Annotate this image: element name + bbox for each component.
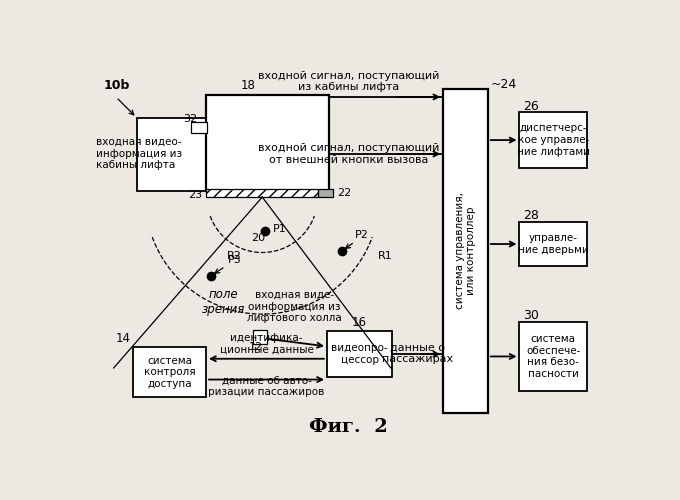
Text: R1: R1 [378, 250, 392, 260]
Bar [133, 347, 206, 398]
Text: P1: P1 [273, 224, 287, 234]
Text: входной сигнал, поступающий
из кабины лифта: входной сигнал, поступающий из кабины ли… [258, 71, 439, 92]
Text: поле
зрения: поле зрения [202, 288, 245, 316]
Text: 10b: 10b [103, 80, 130, 92]
Text: данные об авто-
ризации пассажиров: данные об авто- ризации пассажиров [208, 376, 324, 398]
Text: 26: 26 [524, 100, 539, 113]
Bar [327, 331, 392, 377]
Text: видеопро-
цессор: видеопро- цессор [331, 344, 388, 365]
Text: 12: 12 [248, 342, 262, 352]
Text: система управления,
или контроллер: система управления, или контроллер [455, 192, 477, 310]
Text: управле-
ние дверьми: управле- ние дверьми [518, 233, 589, 255]
Text: 32: 32 [184, 114, 198, 124]
Bar [318, 188, 333, 197]
Text: 22: 22 [337, 188, 351, 198]
Text: P2: P2 [355, 230, 369, 240]
Bar [520, 222, 588, 266]
Text: данные о
пассажирах: данные о пассажирах [382, 342, 454, 364]
Text: ~24: ~24 [490, 78, 516, 90]
Bar [253, 330, 267, 344]
Text: система
обеспече-
ния безо-
пасности: система обеспече- ния безо- пасности [526, 334, 581, 379]
Text: 23: 23 [188, 190, 202, 200]
Text: 28: 28 [524, 210, 539, 222]
Text: 14: 14 [116, 332, 131, 345]
Text: P3: P3 [228, 255, 241, 265]
Text: 18: 18 [241, 80, 256, 92]
Bar [443, 90, 488, 412]
Bar [520, 112, 588, 168]
Bar [520, 322, 588, 391]
Text: входная виде-
оинформация из
лифтового холла: входная виде- оинформация из лифтового х… [248, 290, 342, 324]
Text: 16: 16 [352, 316, 367, 328]
Bar [137, 118, 206, 191]
Text: Фиг.  2: Фиг. 2 [309, 418, 388, 436]
Text: входной сигнал, поступающий
от внешней кнопки вызова: входной сигнал, поступающий от внешней к… [258, 143, 439, 165]
Text: R2: R2 [227, 250, 241, 260]
Bar [192, 122, 207, 133]
Text: входная видео-
информация из
кабины лифта: входная видео- информация из кабины лифт… [96, 137, 182, 170]
Text: 30: 30 [524, 310, 539, 322]
Text: идентифика-
ционные данные: идентифика- ционные данные [220, 332, 313, 354]
Bar [206, 94, 329, 191]
Text: диспетчерс-
кое управле-
ние лифтами: диспетчерс- кое управле- ние лифтами [517, 124, 590, 156]
Text: система
контроля
доступа: система контроля доступа [143, 356, 195, 389]
Bar [206, 188, 318, 197]
Text: 20: 20 [251, 233, 265, 243]
